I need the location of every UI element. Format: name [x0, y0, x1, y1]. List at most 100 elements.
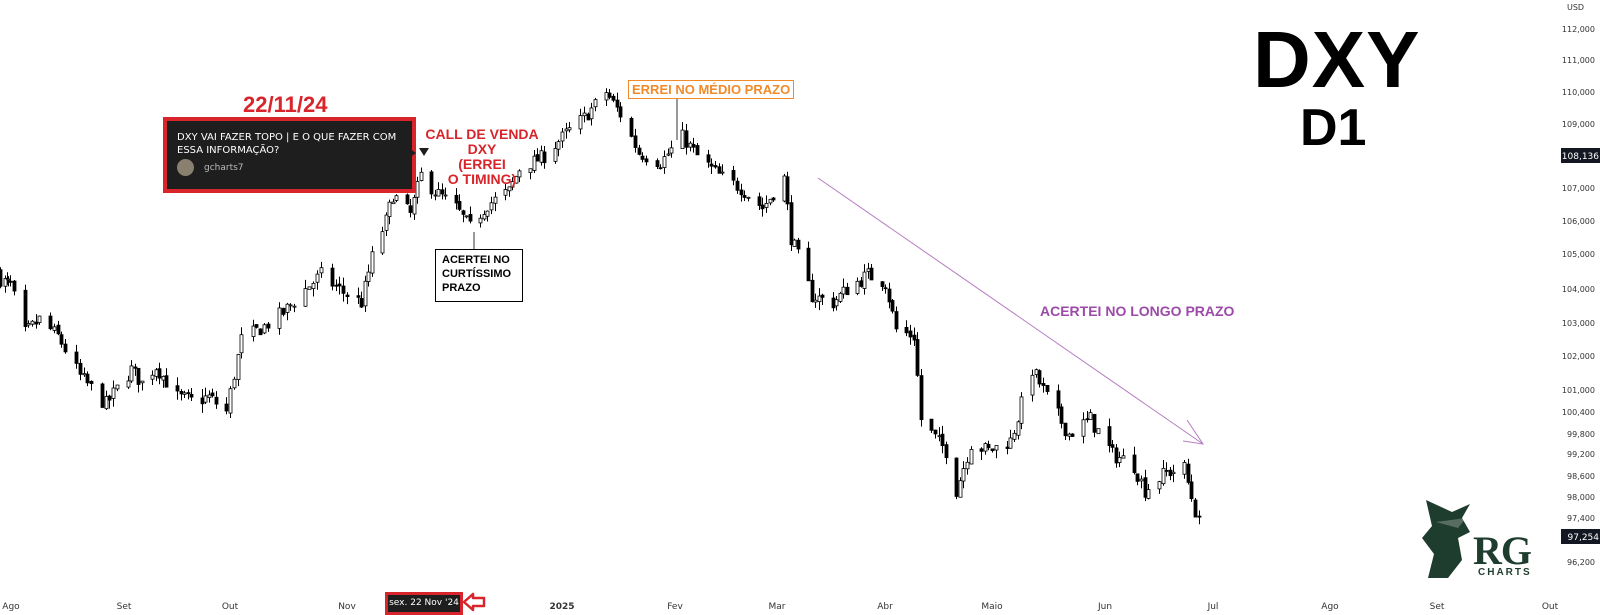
candle-body: [713, 165, 718, 168]
candle-body: [1197, 515, 1202, 518]
candle-body: [1146, 489, 1151, 499]
price-axis[interactable]: 112,000111,000110,000109,000108,000107,0…: [1562, 25, 1595, 567]
current-date-label: sex. 22 Nov '24: [385, 592, 463, 615]
candle-body: [440, 189, 445, 195]
candle-body: [175, 385, 180, 392]
x-tick-label: Ago: [2, 602, 20, 612]
signal-marker-icon: [419, 148, 429, 156]
candle-body: [380, 231, 385, 254]
x-tick-label: Nov: [338, 602, 356, 612]
candle-body: [207, 394, 212, 398]
candle-body: [359, 298, 364, 308]
candle-body: [969, 449, 974, 465]
idea-pointer-icon: [409, 148, 416, 158]
curto-line: ACERTEI NO: [442, 254, 510, 266]
candle-body: [12, 280, 17, 292]
candle-body: [330, 267, 335, 287]
candle-body: [1164, 470, 1169, 472]
candle-body: [182, 392, 187, 395]
candle-body: [739, 189, 744, 196]
candle-body: [363, 280, 368, 307]
candle-body: [979, 448, 984, 452]
candle-body: [236, 354, 241, 380]
candle-body: [277, 307, 282, 329]
y-tick-label: 96,200: [1567, 558, 1595, 567]
time-axis[interactable]: Ago Set Out Nov 2025 Fev Mar Abr Maio Jun Jul Ago Se…: [2, 602, 1558, 612]
candle-body: [356, 295, 361, 298]
candle-body: [239, 334, 244, 354]
candle-body: [443, 194, 448, 197]
candle-body: [507, 186, 512, 192]
candle-body: [433, 194, 438, 197]
candle-body: [370, 251, 375, 274]
y-tick-label: 100,400: [1562, 408, 1595, 417]
candle-body: [782, 175, 787, 202]
candle-body: [859, 280, 864, 287]
call-line: O TIMING): [447, 171, 517, 187]
x-tick-label: Set: [1430, 602, 1445, 612]
candle-body: [618, 106, 623, 118]
x-tick-label: Ago: [1321, 602, 1339, 612]
y-tick-label: 98,600: [1567, 472, 1595, 481]
y-tick-label: 102,000: [1562, 352, 1595, 361]
candle-body: [757, 196, 762, 206]
candle-body: [869, 267, 874, 281]
candle-body: [1168, 469, 1173, 477]
idea-card[interactable]: DXY VAI FAZER TOPO | E O QUE FAZER COM E…: [163, 117, 416, 193]
candle-body: [637, 147, 642, 155]
candle-body: [186, 392, 191, 395]
candle-body: [415, 181, 420, 198]
y-tick-label: 98,000: [1567, 493, 1595, 502]
rg-charts-logo: [1422, 500, 1470, 578]
candle-body: [1189, 481, 1194, 500]
candle-body: [161, 376, 166, 381]
annotation-call: CALL DE VENDA DXY (ERREI O TIMING): [412, 127, 552, 187]
candle-body: [203, 395, 208, 403]
candle-body: [742, 195, 747, 198]
candle-body: [489, 202, 494, 211]
candle-body: [831, 297, 836, 309]
candle-body: [1088, 412, 1093, 420]
candle-body: [285, 303, 290, 313]
y-tick-label: 105,000: [1562, 250, 1595, 259]
candle-body: [883, 287, 888, 290]
candle-body: [457, 200, 462, 210]
candle-body: [129, 365, 134, 382]
candle-body: [582, 112, 587, 117]
y-tick-label: 97,400: [1567, 514, 1595, 523]
candle-body: [334, 284, 339, 287]
candle-body: [1012, 432, 1017, 440]
candle-body: [1114, 447, 1119, 464]
candle-body: [468, 214, 473, 222]
candle-body: [387, 201, 392, 217]
candle-body: [384, 214, 389, 231]
candle-body: [1171, 471, 1176, 475]
call-line: (ERREI: [458, 156, 506, 172]
candle-body: [633, 135, 638, 148]
trend-line[interactable]: [817, 177, 1204, 445]
y-tick-label: 112,000: [1562, 25, 1595, 34]
candle-body: [517, 170, 522, 178]
curto-line: PRAZO: [442, 282, 481, 294]
candle-body: [735, 180, 740, 191]
svg-text:97,254: 97,254: [1568, 533, 1600, 543]
candle-body: [771, 197, 776, 201]
candle-body: [528, 168, 533, 174]
y-tick-label: 103,000: [1562, 319, 1595, 328]
candle-body: [644, 158, 649, 163]
candle-body: [478, 217, 483, 224]
candle-body: [880, 281, 885, 287]
candle-body: [419, 171, 424, 181]
candle-body: [535, 154, 540, 162]
candle-body: [994, 445, 999, 451]
candle-body: [254, 324, 259, 328]
candle-body: [990, 448, 995, 452]
x-tick-label: Abr: [877, 602, 893, 612]
candle-body: [493, 196, 498, 204]
candle-body: [1085, 418, 1090, 421]
candle-body: [337, 283, 342, 287]
candle-body: [1030, 374, 1035, 396]
annotation-curto: ACERTEI NO CURTÍSSIMO PRAZO: [435, 249, 523, 302]
candle-body: [1107, 426, 1112, 446]
candle-body: [954, 457, 959, 497]
